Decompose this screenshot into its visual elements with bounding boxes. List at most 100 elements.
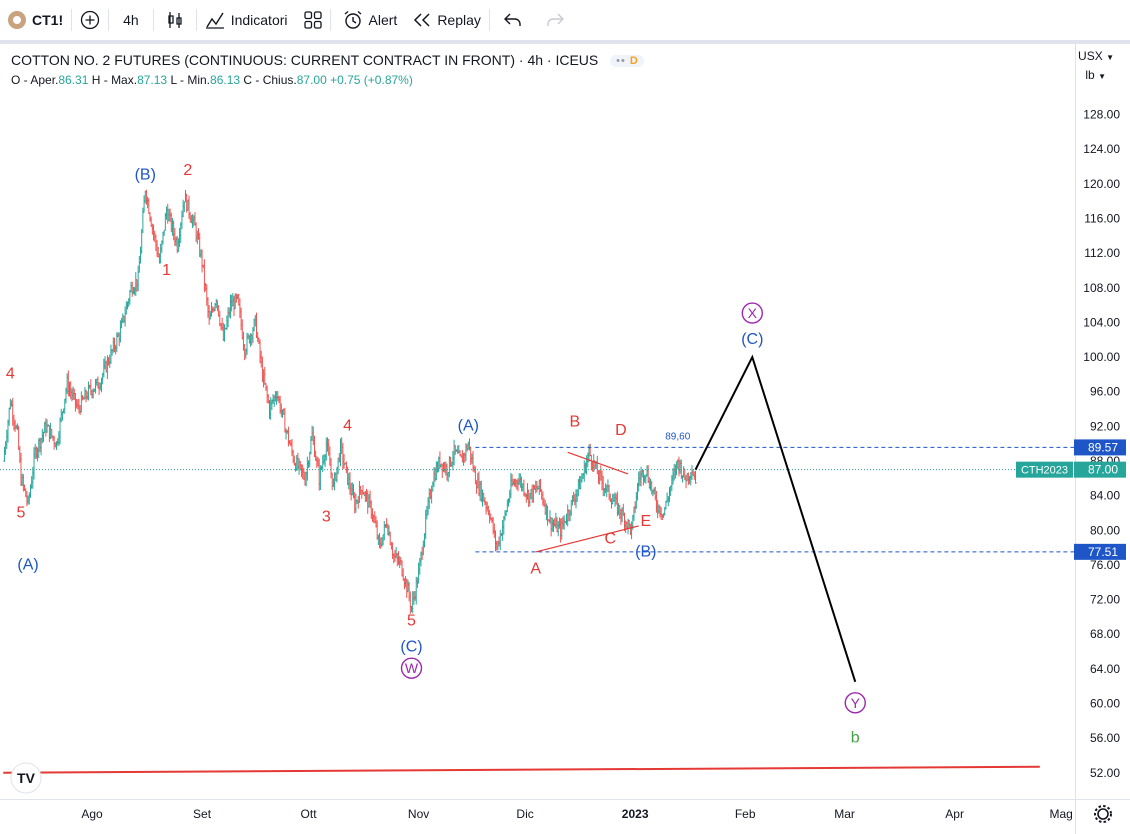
price-tick-label: 80.00 [1090, 523, 1120, 537]
wave-label: 4 [6, 366, 15, 383]
wave-label: E [640, 513, 651, 530]
settings-icon[interactable] [1094, 805, 1112, 823]
price-tick-label: 124.00 [1083, 142, 1120, 156]
time-tick-label: Dic [516, 807, 533, 821]
wave-label: 3 [322, 509, 331, 526]
price-tick-label: 60.00 [1090, 696, 1120, 710]
candles-icon [168, 12, 182, 28]
price-axis[interactable]: 128.00 124.00 120.00 116.00 112.00 108.00 104.… [1016, 108, 1126, 780]
projection-path[interactable] [694, 354, 857, 683]
chevron-down-icon: ▼ [1106, 53, 1114, 62]
trendline-2[interactable] [3, 765, 1040, 774]
symbol-button[interactable]: CT1! [0, 0, 71, 41]
indicators-button[interactable]: Indicatori [197, 0, 296, 41]
price-tick-label: 100.00 [1083, 350, 1120, 364]
wave-label: (B) [635, 543, 656, 560]
price-tick-label: 112.00 [1084, 246, 1120, 260]
wave-label: Y [851, 695, 861, 711]
compare-button[interactable] [72, 0, 108, 41]
time-tick-label: Mag [1049, 807, 1072, 821]
replay-button[interactable]: Replay [405, 0, 489, 41]
open-value: 86.31 [58, 73, 89, 87]
current-price-tag [1074, 461, 1126, 478]
plus-circle-icon [80, 10, 100, 30]
undo-icon [503, 13, 521, 26]
dots-icon: •• [616, 55, 626, 67]
price-tick-label: 76.00 [1090, 558, 1120, 572]
toolbar-divider [195, 9, 197, 31]
wave-circle-10 [400, 657, 423, 679]
alert-button[interactable]: Alert [331, 0, 406, 41]
time-axis[interactable]: Ago Set Ott Nov Dic 2023 Feb Mar Apr Mag [81, 807, 1073, 821]
chart-type-button[interactable] [154, 0, 196, 41]
level-tag-1[interactable] [1074, 543, 1126, 560]
wave-label: (C) [400, 639, 422, 656]
toolbar-divider [152, 9, 154, 31]
trendline-0[interactable] [567, 451, 629, 475]
price-tick-label: 72.00 [1090, 593, 1120, 607]
toolbar-shadow [0, 41, 1130, 44]
settings-icon-teeth [1094, 805, 1112, 823]
ohlc-legend: O - Aper.86.31 H - Max.87.13 L - Min.86.… [11, 73, 413, 87]
interval-button[interactable]: 4h [109, 0, 153, 41]
wave-label: C [605, 530, 617, 547]
undo-button[interactable] [490, 0, 536, 41]
time-tick-label: Set [193, 807, 212, 821]
layouts-button[interactable] [296, 0, 330, 41]
rewind-icon [414, 13, 430, 27]
currency-selector[interactable]: USX ▼ [1078, 49, 1114, 63]
toolbar-divider [329, 9, 331, 31]
wave-label: 5 [17, 504, 26, 521]
open-label: O - Aper. [11, 73, 59, 87]
time-tick-label: Mar [834, 807, 855, 821]
indicators-label: Indicatori [230, 12, 288, 28]
interval-label: 4h [123, 12, 139, 28]
redo-button[interactable] [536, 0, 574, 41]
alert-label: Alert [368, 12, 398, 28]
price-tick-label: 108.00 [1083, 281, 1120, 295]
alarm-clock-icon [344, 10, 361, 29]
wave-label: 1 [162, 262, 171, 279]
delayed-badge: D [629, 55, 638, 67]
chart-legend: COTTON NO. 2 FUTURES (CONTINUOUS: CURREN… [11, 52, 644, 68]
toolbar-divider [108, 9, 110, 31]
wave-label: B [569, 413, 580, 430]
wave-label: (A) [17, 556, 38, 573]
price-tick-label: 68.00 [1090, 627, 1120, 641]
wave-label: A [530, 561, 541, 578]
top-toolbar: CT1! 4h Indicatori Alert Replay [0, 0, 1130, 41]
price-tick-label: 128.00 [1083, 108, 1120, 122]
close-value: 87.00 [296, 73, 327, 87]
time-tick-label: 2023 [622, 807, 649, 821]
indicators-icon [205, 12, 224, 29]
wave-labels: 4 5 (A) (B) 2 1 4 3 5 (C) W (A) A B D 89,60 C E (B) X (C) Yb [6, 162, 866, 746]
wave-label: 89,60 [665, 431, 690, 442]
wave-label: X [748, 305, 758, 321]
wave-label: 4 [343, 418, 352, 435]
current-price-label: 87.00 [1088, 463, 1118, 477]
time-tick-label: Ott [301, 807, 318, 821]
price-tick-label: 64.00 [1090, 662, 1120, 676]
chevron-down-icon: ▼ [1098, 72, 1106, 81]
wave-circle-21 [844, 692, 866, 714]
tradingview-logo[interactable]: TV [10, 762, 42, 794]
symbol-label: CT1! [32, 12, 64, 28]
price-tick-label: 104.00 [1083, 315, 1120, 329]
low-label: L - Min. [170, 73, 211, 87]
unit-label: lb [1085, 68, 1095, 82]
legend-pill[interactable]: •• D [610, 55, 644, 67]
replay-label: Replay [437, 12, 481, 28]
level-tag-0[interactable] [1074, 439, 1126, 456]
cotton-logo-icon [8, 11, 26, 29]
redo-icon [547, 13, 564, 26]
unit-selector[interactable]: lb ▼ [1085, 68, 1106, 82]
time-tick-label: Ago [81, 807, 103, 821]
wave-circle-19 [741, 302, 763, 324]
high-label: H - Max. [91, 73, 138, 87]
high-value: 87.13 [137, 73, 168, 87]
wave-label: (C) [741, 331, 763, 348]
candles [3, 189, 697, 614]
wave-label: W [405, 660, 419, 676]
trendline-1[interactable] [535, 525, 639, 553]
